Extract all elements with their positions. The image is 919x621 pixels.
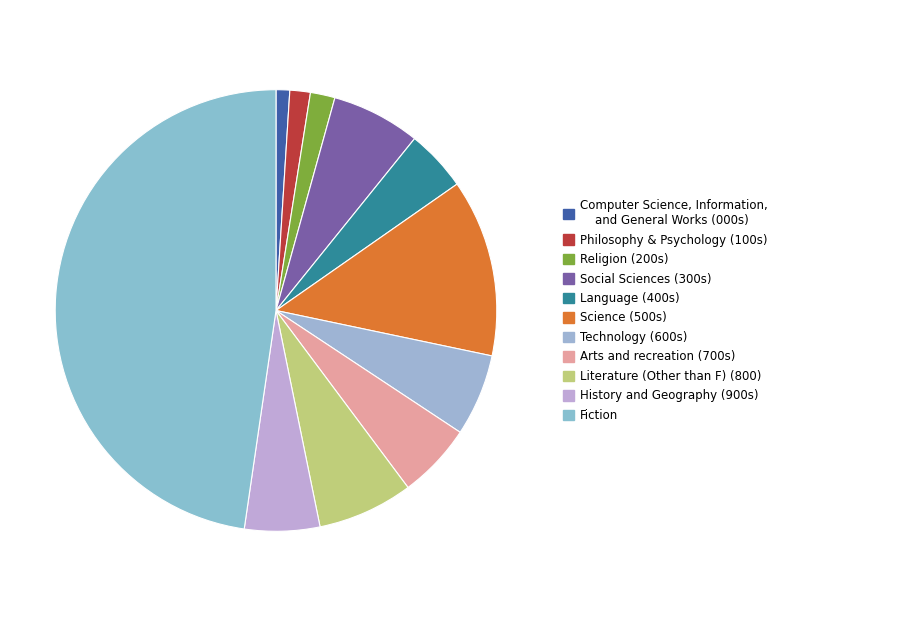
Wedge shape	[276, 97, 414, 310]
Wedge shape	[276, 89, 289, 310]
Wedge shape	[276, 184, 496, 356]
Wedge shape	[276, 93, 335, 310]
Wedge shape	[276, 310, 492, 432]
Wedge shape	[276, 90, 311, 310]
Wedge shape	[276, 310, 407, 527]
Legend: Computer Science, Information,
    and General Works (000s), Philosophy & Psycho: Computer Science, Information, and Gener…	[557, 194, 772, 427]
Wedge shape	[276, 138, 457, 310]
Wedge shape	[276, 310, 460, 487]
Wedge shape	[244, 310, 320, 532]
Wedge shape	[55, 89, 276, 529]
